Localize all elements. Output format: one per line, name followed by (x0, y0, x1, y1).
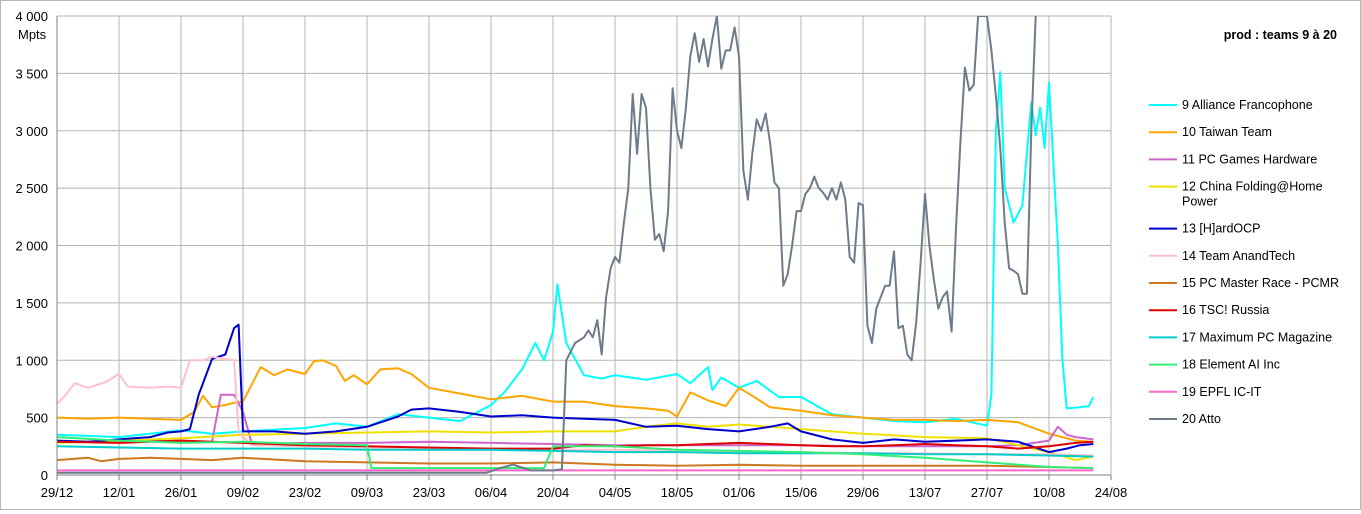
x-tick-label: 26/01 (165, 485, 198, 500)
x-tick-label: 04/05 (599, 485, 632, 500)
legend-entry: 12 China Folding@Home Power (1182, 180, 1323, 209)
legend-entry: 9 Alliance Francophone (1182, 98, 1313, 112)
series-line-2 (57, 359, 1094, 443)
legend-entry: 20 Atto (1182, 412, 1221, 426)
x-tick-label: 12/01 (103, 485, 136, 500)
legend-entry: 15 PC Master Race - PCMR (1182, 276, 1339, 290)
x-tick-label: 29/12 (41, 485, 74, 500)
gridlines (56, 15, 1112, 476)
x-tick-label: 23/02 (289, 485, 322, 500)
y-axis-label: Mpts (18, 27, 47, 42)
chart-title: prod : teams 9 à 20 (1224, 28, 1337, 42)
y-tick-label: 500 (26, 411, 48, 426)
x-tick-label: 15/06 (785, 485, 818, 500)
legend-entry: 19 EPFL IC-IT (1182, 385, 1262, 399)
legend-entry: 17 Maximum PC Magazine (1182, 330, 1332, 344)
y-tick-label: 1 000 (15, 353, 48, 368)
series-line-10 (57, 436, 1094, 470)
legend-entry: 14 Team AnandTech (1182, 249, 1295, 263)
y-tick-label: 1 500 (15, 296, 48, 311)
series-line-1 (57, 71, 1095, 439)
y-tick-label: 0 (41, 468, 48, 483)
x-tick-label: 01/06 (723, 485, 756, 500)
x-tick-label: 27/07 (971, 485, 1004, 500)
series-line-4 (57, 422, 1094, 462)
series-line-7 (57, 456, 1094, 470)
series-line-5 (57, 323, 1094, 454)
legend-entry: 10 Taiwan Team (1182, 125, 1272, 139)
legend-entry: 16 TSC! Russia (1182, 303, 1269, 317)
y-tick-label: 3 000 (15, 124, 48, 139)
x-tick-label: 06/04 (475, 485, 508, 500)
x-tick-label: 23/03 (413, 485, 446, 500)
x-tick-label: 09/02 (227, 485, 260, 500)
series-line-12 (57, 16, 1037, 474)
y-tick-label: 2 000 (15, 239, 48, 254)
series-lines (57, 16, 1095, 474)
axes (56, 16, 1112, 480)
legend: 9 Alliance Francophone 10 Taiwan Team 11 P… (1149, 98, 1339, 426)
x-tick-label: 13/07 (909, 485, 942, 500)
x-tick-label: 10/08 (1033, 485, 1066, 500)
y-tick-labels: 0 500 1 000 1 500 2 000 2 500 3 000 3 500 4 000 (15, 9, 48, 483)
y-tick-label: 4 000 (15, 9, 48, 24)
series-line-9 (57, 445, 1094, 458)
y-tick-label: 2 500 (15, 181, 48, 196)
x-tick-label: 20/04 (537, 485, 570, 500)
x-tick-label: 18/05 (661, 485, 694, 500)
x-tick-label: 09/03 (351, 485, 384, 500)
series-line-8 (57, 439, 1094, 450)
x-tick-label: 29/06 (847, 485, 880, 500)
legend-entry: 11 PC Games Hardware (1182, 152, 1317, 166)
x-tick-label: 24/08 (1095, 485, 1128, 500)
y-tick-label: 3 500 (15, 66, 48, 81)
x-tick-labels: 29/12 12/01 26/01 09/02 23/02 09/03 23/03 06/04… (41, 485, 1128, 500)
legend-entry: 13 [H]ardOCP (1182, 222, 1261, 236)
legend-entry: 18 Element AI Inc (1182, 358, 1280, 372)
